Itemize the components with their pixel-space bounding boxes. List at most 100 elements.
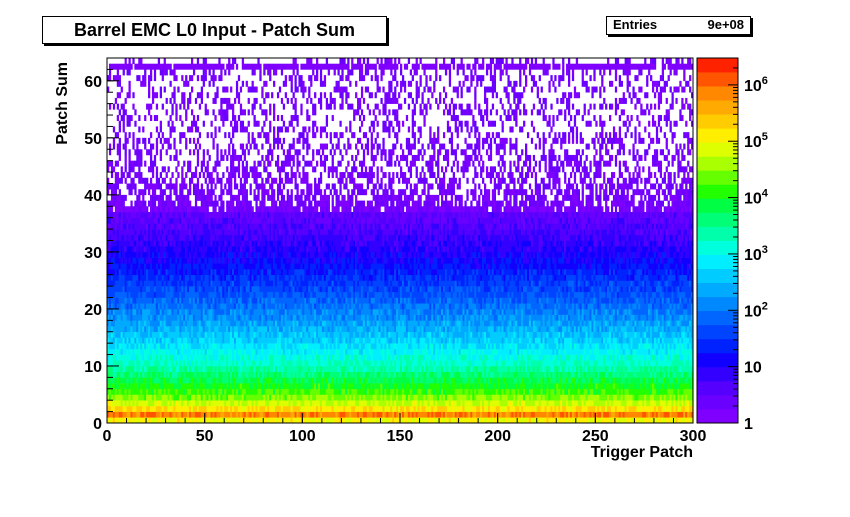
heatmap-cell <box>286 303 295 310</box>
heatmap-cell <box>622 411 625 418</box>
heatmap-cell <box>249 383 254 390</box>
heatmap-cell <box>138 291 141 298</box>
heatmap-cell <box>251 405 254 412</box>
heatmap-cell <box>683 269 688 276</box>
heatmap-cell <box>513 337 520 344</box>
heatmap-cell <box>306 354 313 361</box>
heatmap-cell <box>204 365 207 372</box>
heatmap-cell <box>327 383 330 390</box>
heatmap-cell <box>456 263 461 270</box>
heatmap-cell <box>673 286 676 293</box>
heatmap-cell <box>294 297 297 304</box>
heatmap-cell <box>585 297 588 304</box>
heatmap-cell <box>650 326 653 333</box>
heatmap-cell <box>339 371 342 378</box>
heatmap-cell <box>464 417 467 424</box>
heatmap-cell <box>544 286 559 293</box>
heatmap-cell <box>579 286 582 293</box>
heatmap-cell <box>401 297 405 304</box>
heatmap-cell <box>173 360 176 367</box>
heatmap-cell <box>464 388 469 395</box>
heatmap-cell <box>386 354 389 361</box>
heatmap-cell <box>181 383 194 390</box>
heatmap-cell <box>542 337 545 344</box>
heatmap-cell <box>108 337 114 344</box>
heatmap-cell <box>317 405 321 412</box>
heatmap-cell <box>632 400 639 407</box>
heatmap-cell <box>593 400 606 407</box>
heatmap-cell <box>400 291 403 298</box>
heatmap-cell <box>673 297 680 304</box>
heatmap-cell <box>448 383 452 390</box>
heatmap-cell <box>241 394 245 401</box>
heatmap-cell <box>653 405 657 412</box>
heatmap-cell <box>407 417 411 424</box>
heatmap-cell <box>462 297 469 304</box>
heatmap-cell <box>163 405 168 412</box>
heatmap-cell <box>169 405 174 412</box>
heatmap-cell <box>515 297 518 304</box>
heatmap-cell <box>335 326 338 333</box>
heatmap-cell <box>644 400 647 407</box>
heatmap-cell <box>263 377 266 384</box>
heatmap-cell <box>333 286 338 293</box>
heatmap-cell <box>349 303 352 310</box>
heatmap-cell <box>587 388 590 395</box>
heatmap-cell <box>556 263 579 270</box>
heatmap-cell <box>263 343 268 350</box>
heatmap-cell <box>300 303 303 310</box>
heatmap-cell <box>646 320 651 327</box>
heatmap-cell <box>140 280 143 287</box>
heatmap-cell <box>392 400 395 407</box>
heatmap-cell <box>214 303 217 310</box>
heatmap-cell <box>515 388 518 395</box>
heatmap-cell <box>202 394 205 401</box>
heatmap-cell <box>536 394 541 401</box>
heatmap-cell <box>673 291 678 298</box>
heatmap-cell <box>456 354 461 361</box>
heatmap-cell <box>614 274 618 281</box>
heatmap-cell <box>476 348 479 355</box>
heatmap-cell <box>427 400 430 407</box>
heatmap-cell <box>157 263 161 270</box>
heatmap-cell <box>575 371 579 378</box>
heatmap-cell <box>349 286 354 293</box>
heatmap-cell <box>677 388 680 395</box>
heatmap-cell <box>300 308 303 315</box>
heatmap-cell <box>380 337 387 344</box>
heatmap-cell <box>444 377 450 384</box>
heatmap-cell <box>636 286 639 293</box>
heatmap-cell <box>542 360 555 367</box>
heatmap-cell <box>167 274 170 281</box>
heatmap-cell <box>110 314 114 321</box>
heatmap-cell <box>548 274 553 281</box>
heatmap-cell <box>523 365 526 372</box>
heatmap-cell <box>687 371 690 378</box>
heatmap-cell <box>691 320 694 327</box>
heatmap-cell <box>353 314 356 321</box>
heatmap-cell <box>167 280 172 287</box>
heatmap-cell <box>278 326 284 333</box>
heatmap-cell <box>370 331 375 338</box>
heatmap-cell <box>222 371 229 378</box>
heatmap-cell <box>345 280 354 287</box>
heatmap-cell <box>401 383 405 390</box>
heatmap-cell <box>388 314 393 321</box>
heatmap-cell <box>427 417 434 424</box>
heatmap-cell <box>577 417 588 424</box>
heatmap-cell <box>663 286 666 293</box>
heatmap-cell <box>583 286 590 293</box>
heatmap-cell <box>456 394 467 401</box>
heatmap-cell <box>661 303 670 310</box>
heatmap-cell <box>249 274 252 281</box>
heatmap-cell <box>163 377 166 384</box>
heatmap-cell <box>202 303 207 310</box>
heatmap-cell <box>423 280 428 287</box>
heatmap-cell <box>274 365 278 372</box>
heatmap-cell <box>675 286 678 293</box>
heatmap-cell <box>304 400 311 407</box>
heatmap-cell <box>601 377 606 384</box>
heatmap-cell <box>388 331 391 338</box>
heatmap-cell <box>532 286 539 293</box>
heatmap-cell <box>390 388 395 395</box>
